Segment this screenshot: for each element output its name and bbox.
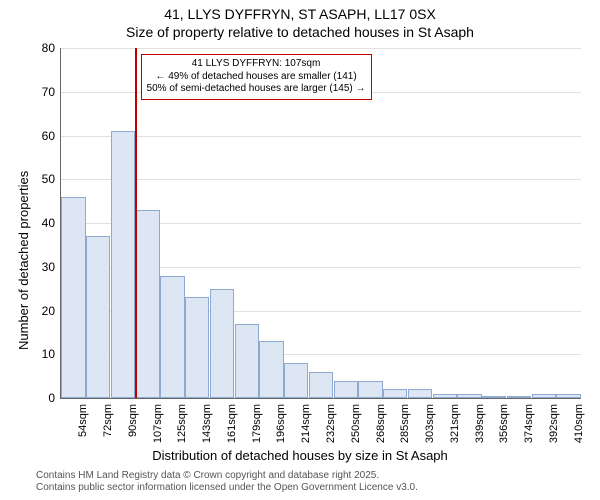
bar: [532, 394, 556, 398]
x-tick-label: 179sqm: [251, 404, 263, 443]
chart-container: 41, LLYS DYFFRYN, ST ASAPH, LL17 0SX Siz…: [0, 0, 600, 500]
y-axis-label: Number of detached properties: [16, 171, 31, 350]
bar: [259, 341, 283, 398]
annotation-box: 41 LLYS DYFFRYN: 107sqm← 49% of detached…: [141, 54, 372, 100]
y-tick-label: 20: [42, 304, 61, 318]
y-tick-label: 10: [42, 347, 61, 361]
x-tick-label: 374sqm: [523, 404, 535, 443]
footer-line1: Contains HM Land Registry data © Crown c…: [36, 470, 418, 482]
x-tick-label: 143sqm: [201, 404, 213, 443]
x-tick-label: 90sqm: [127, 404, 139, 437]
x-tick-label: 392sqm: [548, 404, 560, 443]
bar: [185, 297, 209, 398]
x-axis-label: Distribution of detached houses by size …: [0, 448, 600, 463]
y-tick-label: 0: [48, 391, 61, 405]
footer-line2: Contains public sector information licen…: [36, 482, 418, 494]
gridline-h: [61, 179, 581, 180]
x-tick-label: 410sqm: [573, 404, 585, 443]
x-tick-label: 107sqm: [152, 404, 164, 443]
bar: [358, 381, 382, 399]
y-tick-label: 60: [42, 129, 61, 143]
x-tick-label: 54sqm: [77, 404, 89, 437]
bar: [111, 131, 135, 398]
y-tick-label: 70: [42, 85, 61, 99]
x-tick-label: 196sqm: [275, 404, 287, 443]
footer-attribution: Contains HM Land Registry data © Crown c…: [36, 470, 418, 494]
bar: [61, 197, 85, 398]
bar: [309, 372, 333, 398]
bar: [160, 276, 184, 399]
x-tick-label: 339sqm: [474, 404, 486, 443]
bar: [433, 394, 457, 398]
x-tick-label: 161sqm: [226, 404, 238, 443]
bar: [284, 363, 308, 398]
x-tick-label: 285sqm: [399, 404, 411, 443]
bar: [210, 289, 234, 398]
y-tick-label: 30: [42, 260, 61, 274]
x-tick-label: 125sqm: [176, 404, 188, 443]
bar: [482, 396, 506, 398]
bar: [136, 210, 160, 398]
x-tick-label: 214sqm: [300, 404, 312, 443]
plot-area: 0102030405060708054sqm72sqm90sqm107sqm12…: [60, 48, 581, 399]
bar: [383, 389, 407, 398]
y-tick-label: 50: [42, 172, 61, 186]
x-tick-label: 250sqm: [350, 404, 362, 443]
bar: [507, 396, 531, 398]
x-tick-label: 72sqm: [102, 404, 114, 437]
x-tick-label: 232sqm: [325, 404, 337, 443]
annotation-line: 41 LLYS DYFFRYN: 107sqm: [147, 58, 366, 71]
bar: [235, 324, 259, 398]
x-tick-label: 268sqm: [375, 404, 387, 443]
gridline-h: [61, 136, 581, 137]
bar: [86, 236, 110, 398]
bar: [408, 389, 432, 398]
bar: [334, 381, 358, 399]
chart-title-line1: 41, LLYS DYFFRYN, ST ASAPH, LL17 0SX: [0, 6, 600, 22]
gridline-h: [61, 48, 581, 49]
bar: [457, 394, 481, 398]
annotation-line: 50% of semi-detached houses are larger (…: [147, 83, 366, 96]
chart-title-line2: Size of property relative to detached ho…: [0, 24, 600, 40]
y-tick-label: 80: [42, 41, 61, 55]
bar: [556, 394, 580, 398]
x-tick-label: 303sqm: [424, 404, 436, 443]
x-tick-label: 356sqm: [498, 404, 510, 443]
highlight-marker-line: [135, 48, 137, 398]
y-tick-label: 40: [42, 216, 61, 230]
x-tick-label: 321sqm: [449, 404, 461, 443]
annotation-line: ← 49% of detached houses are smaller (14…: [147, 71, 366, 84]
